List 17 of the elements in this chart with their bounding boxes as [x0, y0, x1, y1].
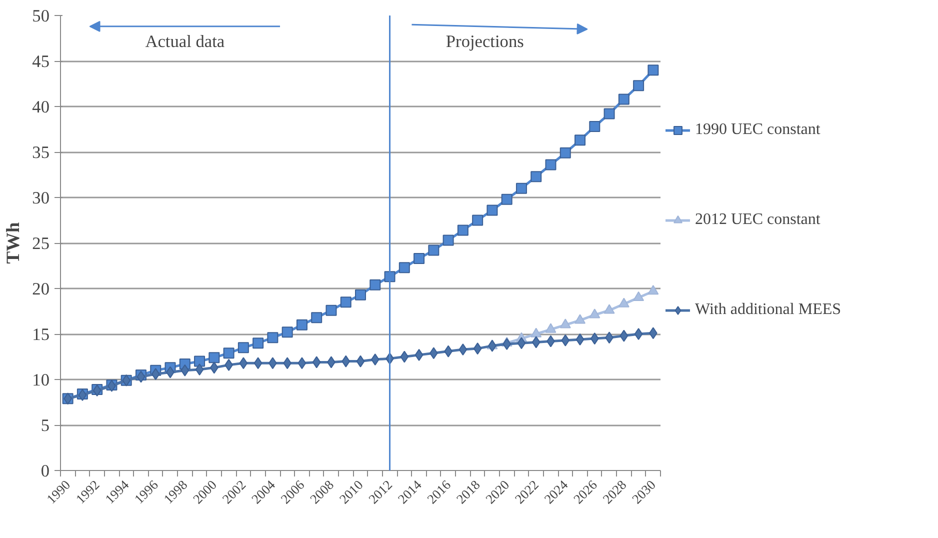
- legend-label: 1990 UEC constant: [695, 121, 820, 139]
- y-tick-label: 35: [32, 143, 50, 162]
- y-tick-label: 15: [32, 325, 50, 344]
- legend-label: With additional MEES: [695, 301, 842, 319]
- legend-label: 2012 UEC constant: [695, 211, 820, 229]
- y-tick-label: 25: [32, 234, 50, 253]
- y-tick-label: 5: [40, 416, 50, 435]
- y-tick-label: 45: [32, 52, 50, 71]
- x-tick-label: 1992: [72, 477, 102, 507]
- y-tick-label: 20: [32, 280, 50, 298]
- y-tick-label: 40: [32, 98, 50, 116]
- annotation: Actual data: [145, 32, 225, 51]
- annotation: Projections: [446, 32, 524, 51]
- y-tick-label: 10: [32, 370, 50, 390]
- y-tick-label: 30: [32, 188, 50, 208]
- y-axis-title: TWh: [3, 222, 24, 264]
- y-tick-label: 50: [32, 6, 50, 26]
